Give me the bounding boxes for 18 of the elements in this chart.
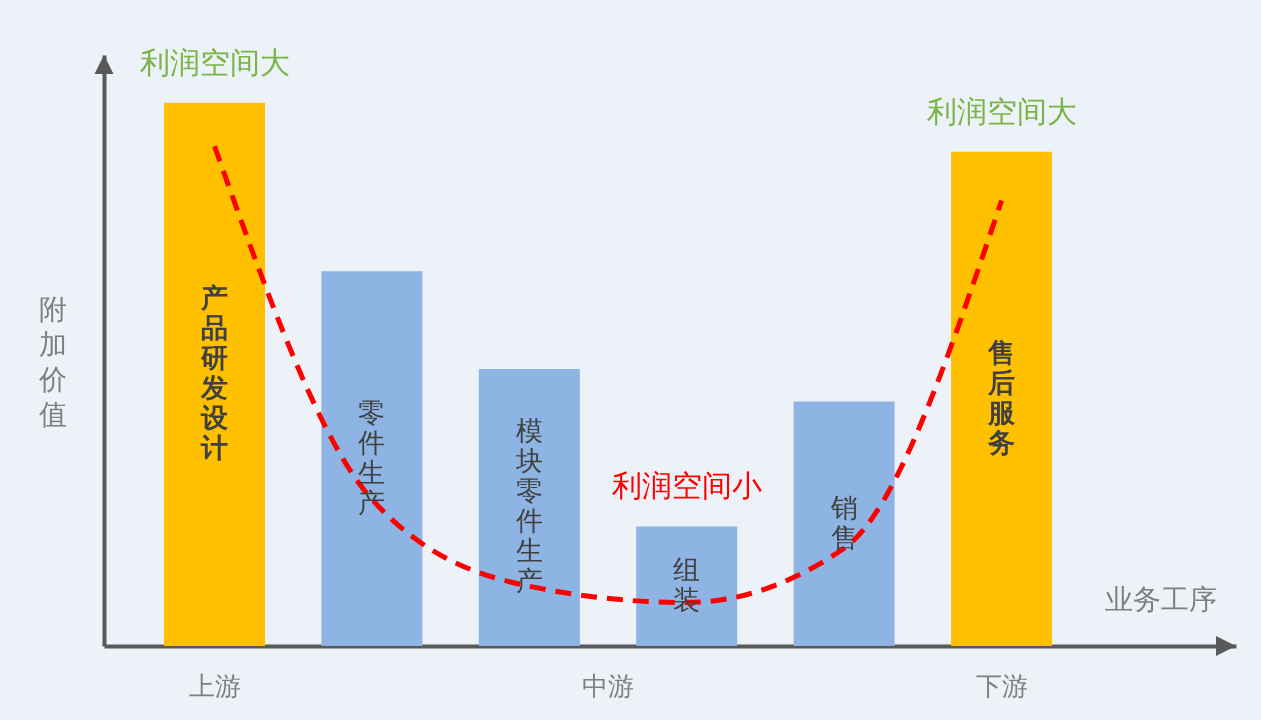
bar [164, 102, 266, 646]
x-tick-label: 销售 [829, 491, 858, 553]
annotation: 利润空间大 [139, 44, 290, 80]
x-tick-label: 零件生产 [358, 396, 386, 518]
x-axis-title: 业务工序 [1104, 582, 1217, 616]
bar [478, 368, 580, 646]
text: 上游 [188, 671, 241, 701]
bar [951, 151, 1053, 646]
text: 中游 [582, 671, 635, 701]
text: 下游 [975, 671, 1028, 701]
x-tick-label: 售后服务 [987, 336, 1017, 458]
bar [636, 526, 738, 646]
x-tick-label: 产品研发设计 [200, 282, 229, 464]
y-axis-title: 附加价值 [37, 293, 67, 431]
bar [793, 401, 895, 646]
bar [321, 271, 423, 646]
annotation: 利润空间小 [611, 468, 762, 504]
annotation: 利润空间大 [926, 93, 1077, 129]
